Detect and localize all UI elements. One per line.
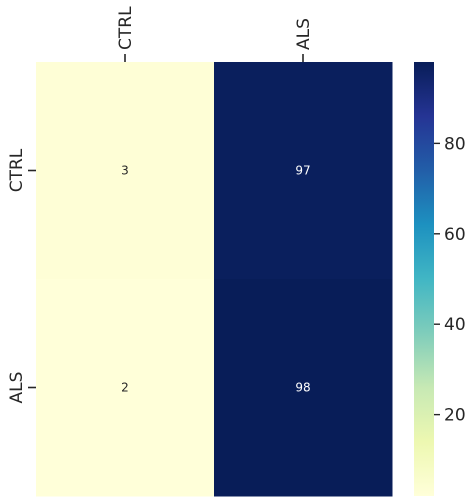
y-tick-label-ctrl: CTRL [7,148,27,192]
colorbar-tick-label-20: 20 [444,406,466,426]
cell-value-label: 98 [295,381,310,395]
x-tick-label-als: ALS [294,18,314,50]
cell-value-label: 3 [121,164,129,178]
y-tick-label-als: ALS [7,372,27,404]
heatmap-cell-ctrl-als [214,62,393,280]
colorbar-tick-label-80: 80 [444,134,466,154]
x-tick-label-ctrl: CTRL [116,6,136,50]
colorbar-tick-label-40: 40 [444,315,466,335]
heatmap-cell-als-als [214,279,393,497]
heatmap-cell-als-ctrl [36,279,215,497]
cell-value-label: 97 [295,164,310,178]
heatmap-cell-ctrl-ctrl [36,62,215,280]
cell-value-label: 2 [121,381,129,395]
colorbar [414,62,434,496]
colorbar-tick-label-60: 60 [444,225,466,245]
